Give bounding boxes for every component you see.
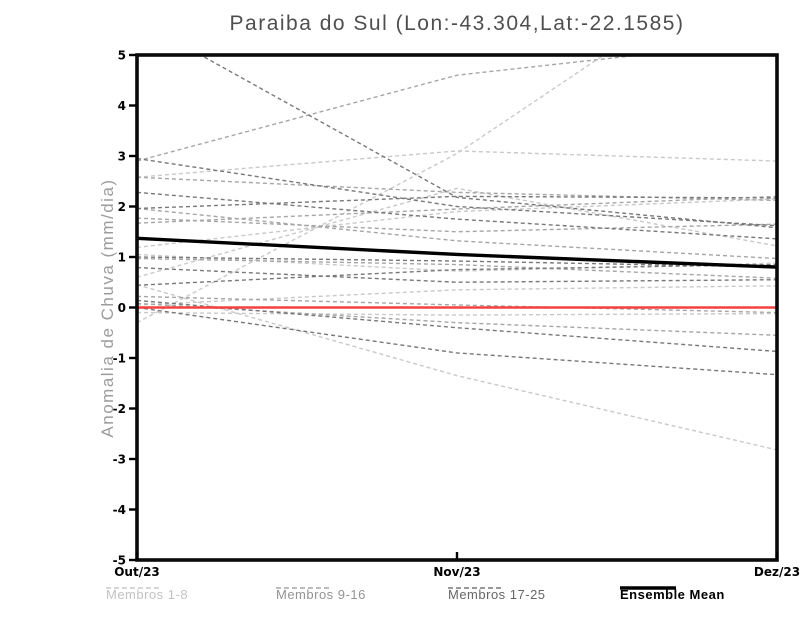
legend: Membros 1-8 Membros 9-16 Membros 17-25 Ense… — [0, 584, 800, 606]
ensemble-mean-line — [137, 236, 777, 269]
y-tick-label: 3 — [118, 150, 126, 164]
y-tick-label: 2 — [118, 200, 126, 214]
y-tick-label: -4 — [113, 503, 126, 517]
legend-item: Ensemble Mean — [620, 584, 725, 604]
member-line — [137, 198, 777, 249]
x-tick-label: Nov/23 — [433, 565, 480, 579]
legend-label: Membros 9-16 — [276, 586, 366, 602]
member-line — [137, 157, 777, 227]
y-tick-label: -1 — [113, 352, 126, 366]
y-tick-label: 5 — [118, 49, 126, 63]
legend-dashed-line-sample — [276, 587, 332, 589]
member-line — [137, 191, 777, 240]
member-line — [137, 256, 777, 268]
legend-label: Membros 17-25 — [448, 586, 546, 602]
member-line — [137, 266, 777, 283]
member-line — [137, 195, 777, 210]
member-line — [137, 150, 777, 178]
y-tick-label: -3 — [113, 453, 126, 467]
y-tick-label: 1 — [118, 251, 126, 265]
legend-item: Membros 17-25 — [448, 584, 546, 604]
y-tick-label: -5 — [113, 554, 126, 568]
member-line — [137, 299, 777, 353]
chart-title: Paraiba do Sul (Lon:-43.304,Lat:-22.1585… — [229, 12, 685, 35]
member-line — [137, 311, 777, 316]
member-line — [137, 263, 777, 286]
legend-dashed-line-sample — [106, 587, 162, 589]
legend-solid-line-sample — [620, 586, 676, 590]
member-line — [199, 55, 777, 229]
x-tick-label: Dez/23 — [754, 565, 800, 579]
member-line — [137, 284, 777, 451]
member-line — [137, 285, 777, 306]
legend-item: Membros 1-8 — [106, 584, 188, 604]
y-tick-label: 4 — [118, 99, 126, 113]
member-line — [137, 257, 777, 279]
member-line — [137, 295, 777, 314]
member-line — [137, 207, 777, 260]
member-line — [137, 217, 777, 233]
member-line — [137, 55, 647, 162]
legend-item: Membros 9-16 — [276, 584, 366, 604]
y-tick-label: -2 — [113, 402, 126, 416]
plot-frame — [135, 53, 779, 562]
legend-dashed-line-sample — [448, 587, 504, 589]
member-line — [137, 195, 777, 224]
legend-label: Ensemble Mean — [620, 586, 725, 602]
legend-label: Membros 1-8 — [106, 586, 189, 602]
y-tick-label: 0 — [118, 301, 126, 315]
member-line — [137, 306, 777, 376]
x-tick-label: Out/23 — [114, 565, 160, 579]
member-line — [137, 55, 606, 324]
